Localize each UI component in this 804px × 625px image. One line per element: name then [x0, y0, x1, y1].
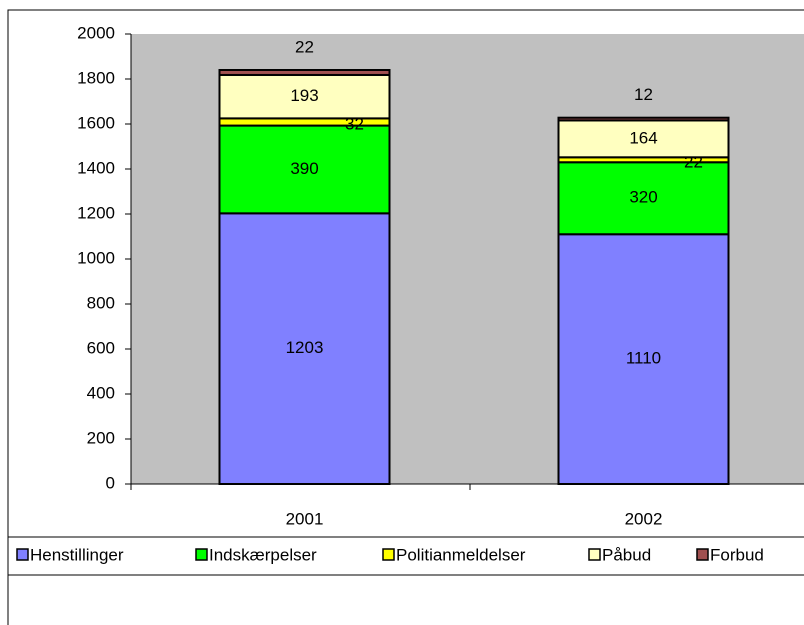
bar-segment [557, 233, 730, 485]
y-tick-label: 600 [87, 338, 115, 357]
y-tick-label: 1200 [77, 203, 115, 222]
data-label: 1110 [626, 349, 661, 368]
legend-swatch [16, 548, 29, 561]
data-label: 320 [629, 188, 657, 207]
legend-swatch [195, 548, 208, 561]
y-tick-label: 1400 [77, 158, 115, 177]
bar-segment [218, 212, 391, 485]
y-tick-label: 2000 [77, 23, 115, 42]
y-tick-label: 800 [87, 293, 115, 312]
y-tick-label: 400 [87, 383, 115, 402]
y-tick-label: 1800 [77, 68, 115, 87]
legend-swatch [696, 548, 709, 561]
bar-segment [557, 116, 730, 122]
data-label: 22 [295, 37, 314, 56]
x-tick-label: 2001 [286, 509, 324, 528]
y-tick-label: 1000 [77, 248, 115, 267]
bar-segment [218, 124, 391, 215]
y-tick-label: 0 [106, 473, 115, 492]
legend-label: Påbud [602, 545, 651, 564]
legend-label: Politianmeldelser [396, 545, 526, 564]
x-tick-label: 2002 [625, 509, 663, 528]
legend-box [7, 536, 804, 576]
data-label: 390 [290, 159, 318, 178]
legend-swatch [588, 548, 601, 561]
legend-swatch [382, 548, 395, 561]
data-label: 164 [629, 128, 657, 147]
bar-segment [557, 161, 730, 236]
legend-label: Indskærpelser [209, 545, 317, 564]
bar-segment [218, 69, 391, 76]
legend-label: Henstillinger [30, 545, 124, 564]
data-label: 12 [634, 85, 653, 104]
data-label: 193 [290, 86, 318, 105]
legend-label: Forbud [710, 545, 764, 564]
bar-segment [218, 117, 391, 127]
data-label: 1203 [286, 338, 324, 357]
y-tick-label: 200 [87, 428, 115, 447]
bar-segment [218, 73, 391, 120]
y-tick-label: 1600 [77, 113, 115, 132]
